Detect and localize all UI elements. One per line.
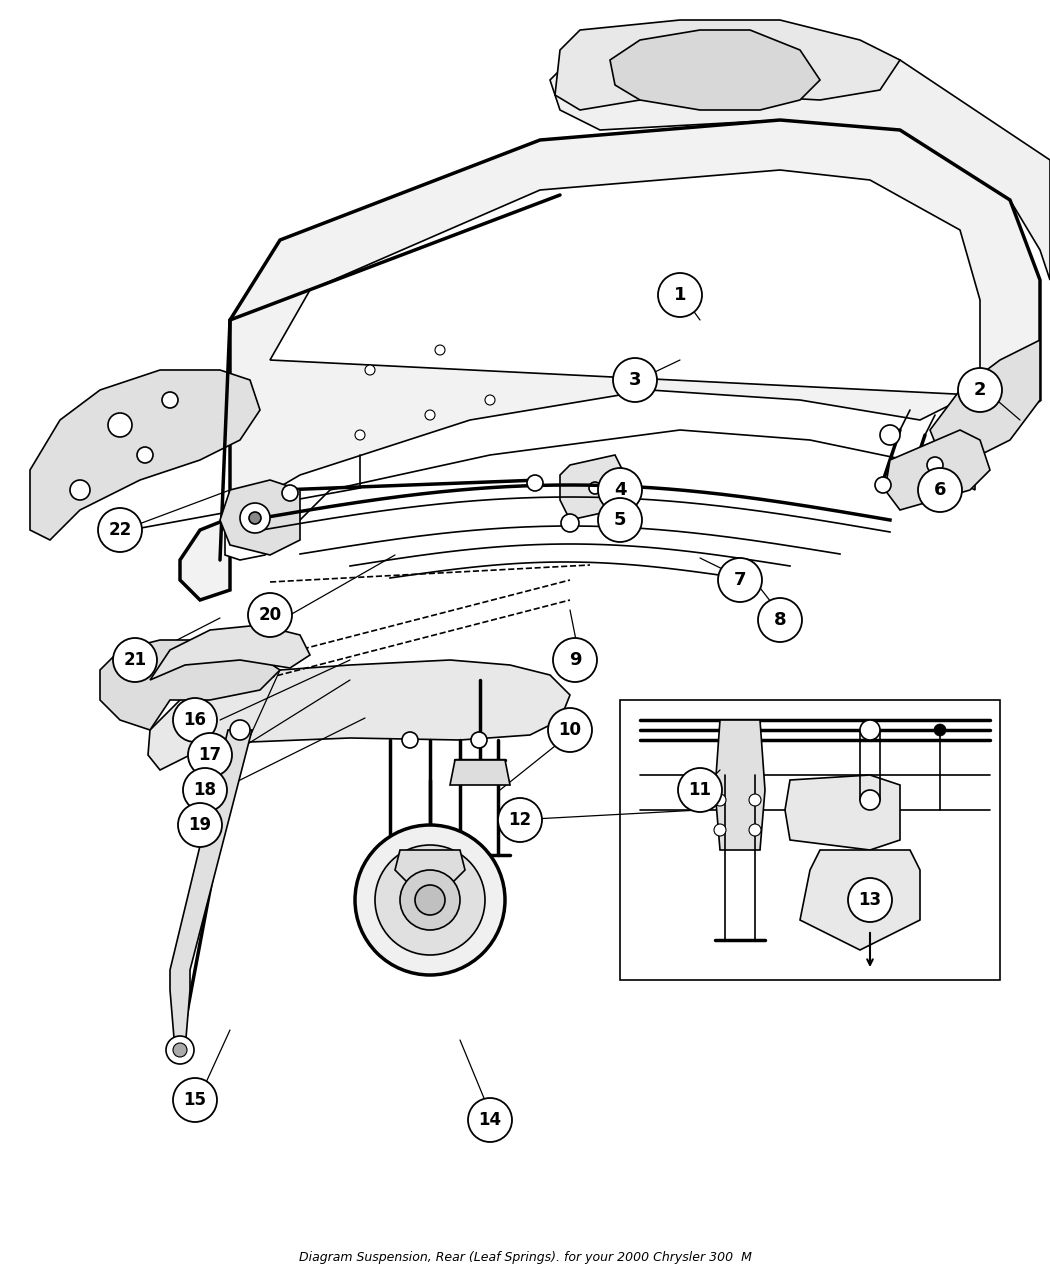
Circle shape: [958, 368, 1002, 412]
Circle shape: [402, 732, 418, 748]
Polygon shape: [220, 479, 300, 555]
Circle shape: [589, 482, 601, 493]
Text: 2: 2: [973, 381, 986, 399]
Circle shape: [282, 484, 298, 501]
Polygon shape: [170, 731, 252, 1051]
Circle shape: [927, 456, 943, 473]
Polygon shape: [715, 720, 765, 850]
Text: 21: 21: [124, 652, 147, 669]
Circle shape: [240, 504, 270, 533]
Polygon shape: [225, 170, 980, 560]
Polygon shape: [148, 660, 570, 770]
Polygon shape: [150, 625, 310, 680]
Circle shape: [678, 768, 722, 812]
Circle shape: [918, 468, 962, 513]
Bar: [620, 700, 1000, 980]
Circle shape: [860, 790, 880, 810]
Circle shape: [561, 514, 579, 532]
Circle shape: [415, 885, 445, 915]
Circle shape: [498, 798, 542, 842]
Polygon shape: [450, 760, 510, 785]
Circle shape: [98, 507, 142, 552]
Text: 20: 20: [258, 606, 281, 623]
Text: 3: 3: [629, 371, 642, 389]
Circle shape: [173, 697, 217, 742]
Circle shape: [425, 411, 435, 419]
Circle shape: [749, 794, 761, 806]
Circle shape: [880, 425, 900, 445]
Circle shape: [527, 476, 543, 491]
Polygon shape: [395, 850, 465, 885]
Circle shape: [848, 878, 892, 922]
Polygon shape: [100, 640, 280, 731]
Text: 9: 9: [569, 652, 582, 669]
Circle shape: [553, 638, 597, 682]
Circle shape: [183, 768, 227, 812]
Circle shape: [70, 479, 90, 500]
Circle shape: [934, 724, 946, 736]
Circle shape: [758, 598, 802, 643]
Circle shape: [714, 794, 726, 806]
Circle shape: [749, 824, 761, 836]
Circle shape: [613, 358, 657, 402]
Text: 1: 1: [674, 286, 687, 303]
Circle shape: [468, 1098, 512, 1142]
Circle shape: [113, 638, 158, 682]
Text: 16: 16: [184, 711, 207, 729]
Circle shape: [485, 395, 495, 405]
Text: Diagram Suspension, Rear (Leaf Springs). for your 2000 Chrysler 300  M: Diagram Suspension, Rear (Leaf Springs).…: [298, 1251, 752, 1264]
Circle shape: [173, 1077, 217, 1122]
Polygon shape: [555, 20, 900, 110]
Text: 4: 4: [614, 481, 626, 499]
Circle shape: [875, 477, 891, 493]
Polygon shape: [30, 370, 260, 541]
Circle shape: [375, 845, 485, 955]
Text: 14: 14: [479, 1111, 502, 1128]
Polygon shape: [610, 31, 820, 110]
Circle shape: [860, 720, 880, 739]
Circle shape: [108, 413, 132, 437]
Circle shape: [714, 824, 726, 836]
Circle shape: [598, 468, 642, 513]
Text: 7: 7: [734, 571, 747, 589]
Polygon shape: [785, 775, 900, 850]
Text: 19: 19: [188, 816, 211, 834]
Polygon shape: [550, 31, 1050, 280]
Circle shape: [188, 733, 232, 776]
Circle shape: [365, 365, 375, 375]
Circle shape: [598, 499, 642, 542]
Circle shape: [718, 558, 762, 602]
Polygon shape: [180, 120, 1040, 601]
Text: 8: 8: [774, 611, 786, 629]
Circle shape: [248, 593, 292, 638]
Polygon shape: [930, 340, 1040, 460]
Circle shape: [249, 513, 261, 524]
Circle shape: [162, 391, 178, 408]
Circle shape: [548, 708, 592, 752]
Text: 6: 6: [933, 481, 946, 499]
Polygon shape: [885, 430, 990, 510]
Circle shape: [435, 346, 445, 354]
Text: 17: 17: [198, 746, 222, 764]
Text: 22: 22: [108, 521, 131, 539]
Text: 13: 13: [859, 891, 882, 909]
Circle shape: [400, 870, 460, 929]
Text: 12: 12: [508, 811, 531, 829]
Text: 18: 18: [193, 782, 216, 799]
Text: 15: 15: [184, 1091, 207, 1109]
Text: 10: 10: [559, 720, 582, 739]
Circle shape: [136, 448, 153, 463]
Circle shape: [173, 1043, 187, 1057]
Polygon shape: [560, 455, 625, 520]
Text: 11: 11: [689, 782, 712, 799]
Circle shape: [178, 803, 222, 847]
Circle shape: [230, 720, 250, 739]
Circle shape: [658, 273, 702, 317]
Text: 5: 5: [614, 511, 626, 529]
Circle shape: [471, 732, 487, 748]
Circle shape: [355, 430, 365, 440]
Polygon shape: [800, 850, 920, 950]
Circle shape: [166, 1037, 194, 1065]
Circle shape: [355, 825, 505, 975]
